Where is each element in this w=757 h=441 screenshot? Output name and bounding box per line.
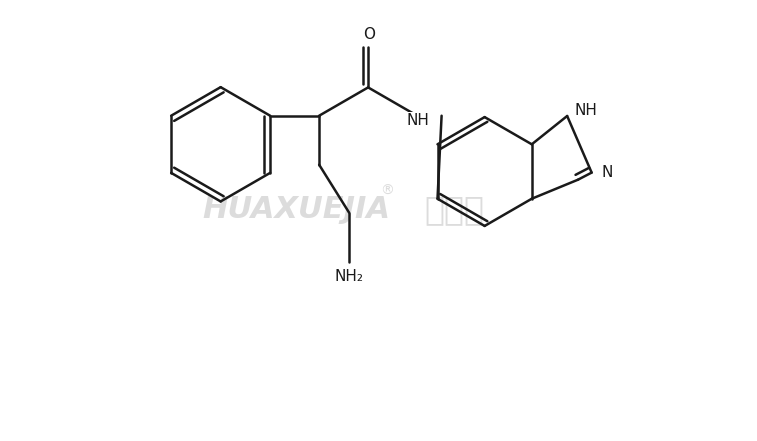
Text: NH: NH [407,112,430,127]
Text: N: N [601,165,612,180]
Text: NH₂: NH₂ [335,269,363,284]
Text: O: O [363,27,375,42]
Text: HUAXUEJIA: HUAXUEJIA [203,195,391,224]
Text: 化学加: 化学加 [425,193,484,226]
Text: NH: NH [575,103,597,118]
Text: ®: ® [380,183,394,198]
